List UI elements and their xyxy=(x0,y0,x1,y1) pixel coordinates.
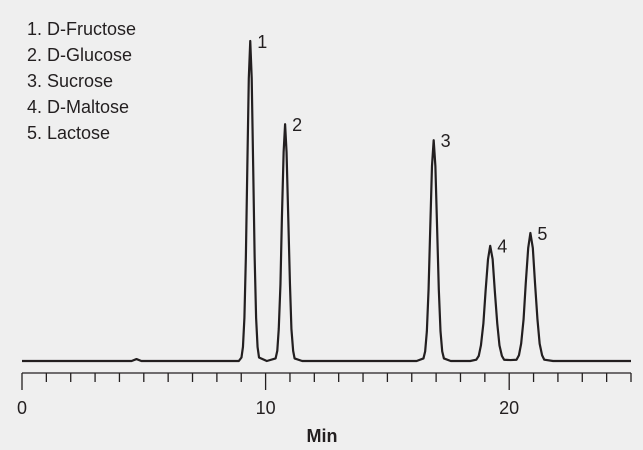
peak-label: 4 xyxy=(497,237,507,257)
peak-label: 1 xyxy=(257,32,267,52)
x-axis-label: Min xyxy=(307,426,338,446)
legend-entry: 3. Sucrose xyxy=(27,71,113,91)
legend-entry: 2. D-Glucose xyxy=(27,45,132,65)
legend-entry: 5. Lactose xyxy=(27,123,110,143)
chromatogram-line xyxy=(22,39,631,363)
legend-entry: 1. D-Fructose xyxy=(27,19,136,39)
x-tick-label: 20 xyxy=(499,398,519,418)
peak-label: 3 xyxy=(441,131,451,151)
peak-label: 5 xyxy=(537,224,547,244)
x-tick-label: 0 xyxy=(17,398,27,418)
peak-label: 2 xyxy=(292,115,302,135)
x-tick-label: 10 xyxy=(256,398,276,418)
legend-entry: 4. D-Maltose xyxy=(27,97,129,117)
